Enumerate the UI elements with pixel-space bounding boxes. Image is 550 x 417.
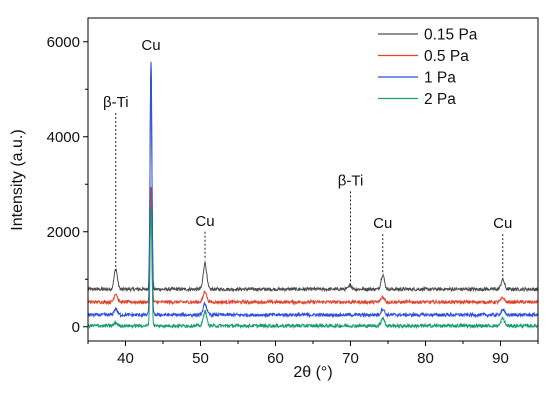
annotation-label-3: β-Ti [338, 172, 364, 189]
x-tick-label-2: 60 [267, 350, 284, 367]
legend-label-3: 2 Pa [424, 91, 456, 108]
legend: 0.15 Pa 0.5 Pa 1 Pa 2 Pa [378, 27, 478, 108]
x-tick-label-1: 50 [192, 350, 209, 367]
series-line-1 [87, 187, 539, 306]
x-tick-label-5: 90 [492, 350, 509, 367]
legend-label-1: 0.5 Pa [424, 48, 469, 65]
annotation-layer: β-Ti Cu Cu β-Ti Cu Cu [103, 37, 512, 287]
series-layer [87, 61, 539, 330]
y-tick-label-0: 0 [72, 319, 80, 336]
series-line-2 [87, 61, 539, 319]
plot-frame [87, 17, 539, 342]
x-axis: 40 50 60 70 80 90 [87, 341, 539, 367]
annotation-label-0: β-Ti [103, 94, 129, 111]
series-line-3 [87, 206, 539, 330]
y-axis-title: Intensity (a.u.) [9, 129, 26, 230]
series-line-0 [87, 62, 539, 293]
y-tick-label-3: 6000 [47, 34, 80, 51]
y-axis: 0 2000 4000 6000 [47, 34, 88, 336]
y-tick-label-2: 4000 [47, 129, 80, 146]
x-tick-label-0: 40 [117, 350, 134, 367]
annotation-label-4: Cu [373, 215, 392, 232]
y-tick-label-1: 2000 [47, 224, 80, 241]
annotation-label-5: Cu [493, 215, 512, 232]
legend-label-2: 1 Pa [424, 70, 456, 87]
x-tick-label-4: 80 [417, 350, 434, 367]
annotation-label-2: Cu [195, 213, 214, 230]
legend-label-0: 0.15 Pa [424, 27, 478, 44]
x-axis-title: 2θ (°) [293, 364, 332, 381]
annotation-label-1: Cu [141, 37, 160, 54]
x-tick-label-3: 70 [342, 350, 359, 367]
